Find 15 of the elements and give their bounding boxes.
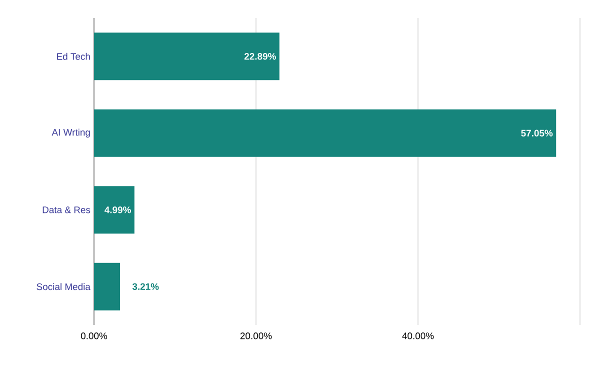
y-tick-label: Ed Tech bbox=[57, 52, 90, 60]
bar bbox=[94, 32, 280, 80]
data-label: 22.89% bbox=[244, 53, 276, 60]
x-tick-label: 20.00% bbox=[240, 332, 272, 340]
data-label: 4.99% bbox=[104, 206, 131, 214]
y-tick-label: Social Media bbox=[36, 283, 90, 290]
bar bbox=[94, 109, 556, 157]
bar bbox=[94, 262, 120, 310]
x-tick-label: 40.00% bbox=[402, 332, 434, 340]
y-tick-label: AI Wrting bbox=[52, 128, 90, 138]
y-tick-label: Data & Res bbox=[42, 206, 90, 214]
data-label: 57.05% bbox=[521, 130, 553, 136]
data-label: 3.21% bbox=[132, 283, 159, 290]
bar bbox=[94, 186, 134, 234]
x-tick-label: 0.00% bbox=[80, 332, 108, 340]
